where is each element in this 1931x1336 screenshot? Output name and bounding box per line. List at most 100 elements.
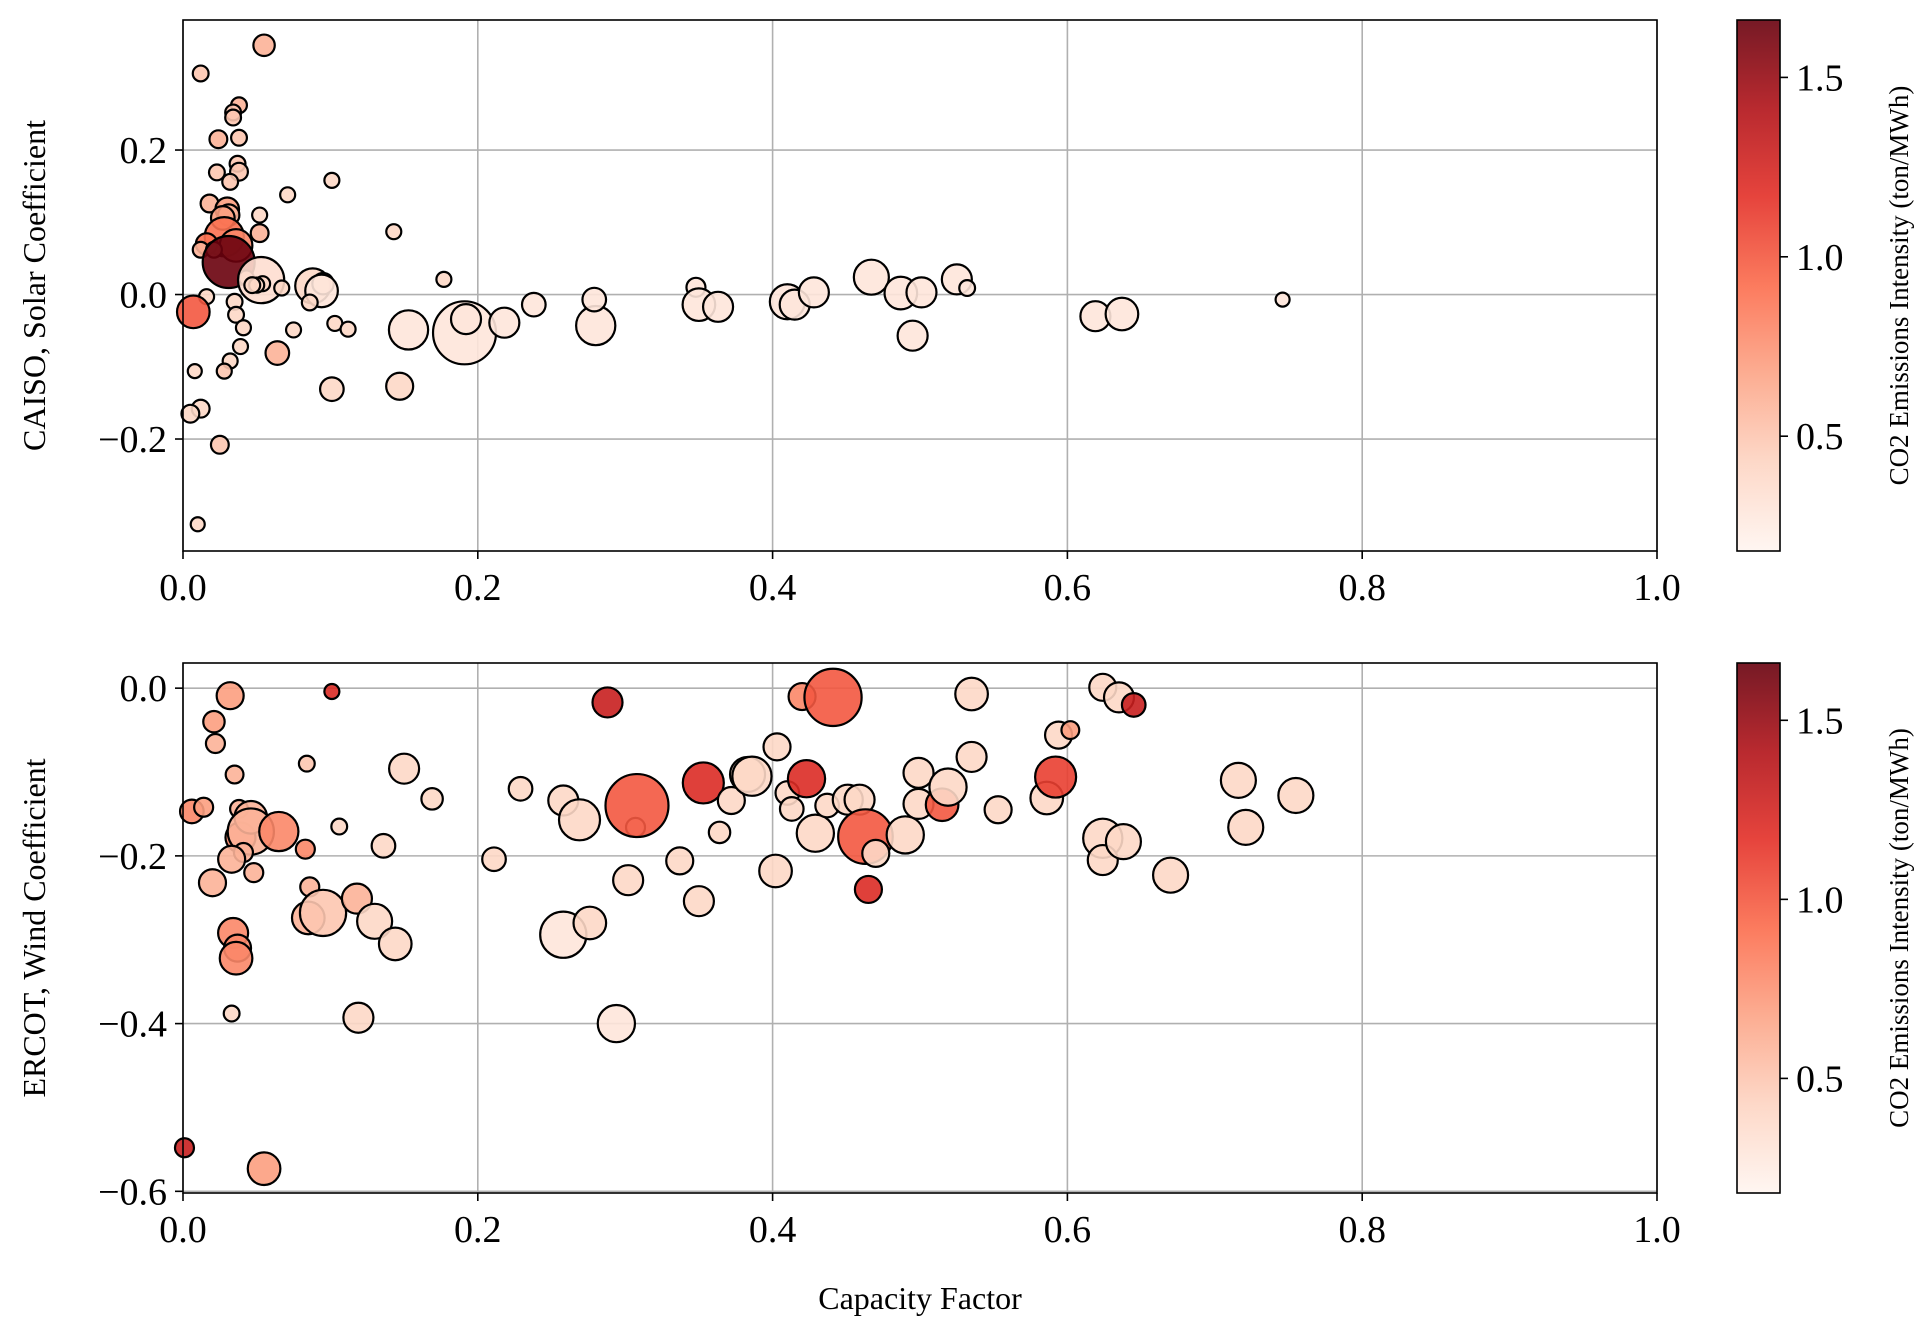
colorbar-tick-label: 1.5 bbox=[1796, 700, 1844, 742]
scatter-point bbox=[385, 223, 403, 241]
scatter-point bbox=[520, 291, 547, 318]
scatter-point bbox=[224, 764, 245, 785]
scatter-point bbox=[905, 276, 938, 309]
scatter-point bbox=[481, 846, 507, 873]
scatter-point bbox=[230, 128, 249, 147]
scatter-point bbox=[330, 817, 349, 836]
y-axis-title: CAISO, Solar Coefficient bbox=[16, 120, 52, 451]
scatter-point bbox=[224, 108, 243, 127]
scatter-point bbox=[258, 810, 300, 853]
scatter-point bbox=[323, 682, 341, 701]
scatter-point bbox=[955, 740, 988, 774]
scatter-point bbox=[852, 258, 890, 296]
scatter-point bbox=[186, 363, 203, 380]
scatter-point bbox=[273, 279, 291, 297]
scatter-point bbox=[1277, 776, 1315, 815]
scatter-point bbox=[189, 516, 206, 533]
plot-frame bbox=[182, 662, 1658, 1194]
colorbar-tick-label: 1.0 bbox=[1796, 237, 1844, 279]
colorbar-frame bbox=[1736, 662, 1781, 1194]
scatter-points bbox=[175, 33, 1291, 533]
x-tick-label: 0.6 bbox=[1044, 567, 1092, 609]
scatter-point bbox=[204, 732, 227, 755]
scatter-point bbox=[1227, 808, 1265, 846]
colorbar-title: CO2 Emissions Intensity (ton/MWh) bbox=[1884, 86, 1914, 486]
scatter-point bbox=[218, 940, 254, 976]
scatter-point bbox=[707, 820, 732, 845]
scatter-point bbox=[221, 172, 240, 191]
scatter-point bbox=[251, 206, 269, 224]
scatter-point bbox=[193, 796, 215, 818]
x-tick-label: 0.8 bbox=[1338, 1209, 1386, 1251]
scatter-point bbox=[591, 686, 624, 719]
colorbar bbox=[1737, 20, 1780, 551]
scatter-point bbox=[339, 320, 357, 338]
scatter-point bbox=[243, 276, 262, 295]
colorbar-tick-label: 0.5 bbox=[1796, 416, 1844, 458]
scatter-point bbox=[604, 772, 670, 839]
scatter-point bbox=[1274, 291, 1291, 308]
x-axis-title: Capacity Factor bbox=[818, 1280, 1022, 1316]
scatter-point bbox=[387, 309, 430, 351]
scatter-point bbox=[356, 902, 394, 940]
scatter-point bbox=[385, 371, 415, 401]
scatter-point bbox=[1219, 761, 1257, 800]
scatter-point bbox=[297, 754, 316, 773]
scatter-point bbox=[202, 709, 226, 734]
colorbar-title: CO2 Emissions Intensity (ton/MWh) bbox=[1884, 728, 1914, 1128]
y-tick-label: −0.2 bbox=[98, 419, 167, 461]
scatter-point bbox=[557, 798, 602, 842]
scatter-point bbox=[377, 926, 413, 962]
scatter-point bbox=[682, 885, 716, 918]
scatter-point bbox=[323, 171, 341, 189]
scatter-point bbox=[488, 306, 521, 339]
scatter-point bbox=[701, 290, 735, 323]
scatter-point bbox=[928, 767, 968, 807]
y-tick-label: −0.2 bbox=[98, 836, 167, 878]
scatter-point bbox=[596, 1003, 637, 1044]
scatter-point bbox=[1104, 823, 1143, 861]
scatter-point bbox=[762, 732, 792, 762]
scatter-point bbox=[227, 305, 246, 324]
scatter-point bbox=[215, 681, 245, 711]
scatter-point bbox=[234, 319, 253, 337]
x-tick-label: 0.0 bbox=[159, 1209, 207, 1251]
plot-frame bbox=[182, 19, 1658, 552]
scatter-point bbox=[231, 337, 250, 356]
scatter-point bbox=[180, 403, 201, 424]
scatter-point bbox=[896, 319, 929, 352]
y-tick-label: −0.4 bbox=[98, 1004, 167, 1046]
colorbar-tick-label: 1.5 bbox=[1796, 57, 1844, 99]
scatter-point bbox=[435, 270, 453, 288]
scatter-point bbox=[173, 1137, 196, 1159]
scatter-point bbox=[758, 853, 793, 889]
scatter-point bbox=[786, 759, 827, 799]
x-tick-label: 0.2 bbox=[454, 567, 502, 609]
scatter-point bbox=[885, 815, 925, 855]
scatter-point bbox=[853, 874, 884, 905]
x-tick-label: 1.0 bbox=[1633, 1209, 1681, 1251]
scatter-point bbox=[300, 293, 319, 312]
scatter-point bbox=[795, 813, 836, 853]
scatter-point bbox=[449, 302, 483, 336]
scatter-point bbox=[279, 186, 297, 204]
scatter-point bbox=[294, 838, 316, 860]
scatter-point bbox=[298, 888, 348, 938]
y-axis-title: ERCOT, Wind Coefficient bbox=[16, 758, 52, 1097]
scatter-point bbox=[249, 223, 270, 244]
scatter-point bbox=[252, 33, 276, 58]
scatter-point bbox=[208, 129, 229, 150]
scatter-point bbox=[572, 905, 608, 941]
x-tick-label: 0.0 bbox=[159, 567, 207, 609]
scatter-point bbox=[342, 1001, 375, 1034]
scatter-point bbox=[581, 286, 608, 313]
scatter-point bbox=[797, 276, 830, 309]
y-tick-label: 0.0 bbox=[120, 668, 168, 710]
x-tick-label: 0.4 bbox=[749, 567, 797, 609]
wind-coefficient-panel: 0.0 0.2 0.4 0.6 0.8 1.0 −0.6 −0.4 −0.2 0.0 ERCOT, … bbox=[16, 662, 1914, 1316]
x-tick-label: 0.4 bbox=[749, 1209, 797, 1251]
x-tick-label: 0.6 bbox=[1044, 1209, 1092, 1251]
scatter-point bbox=[197, 868, 228, 898]
scatter-point bbox=[420, 787, 444, 811]
